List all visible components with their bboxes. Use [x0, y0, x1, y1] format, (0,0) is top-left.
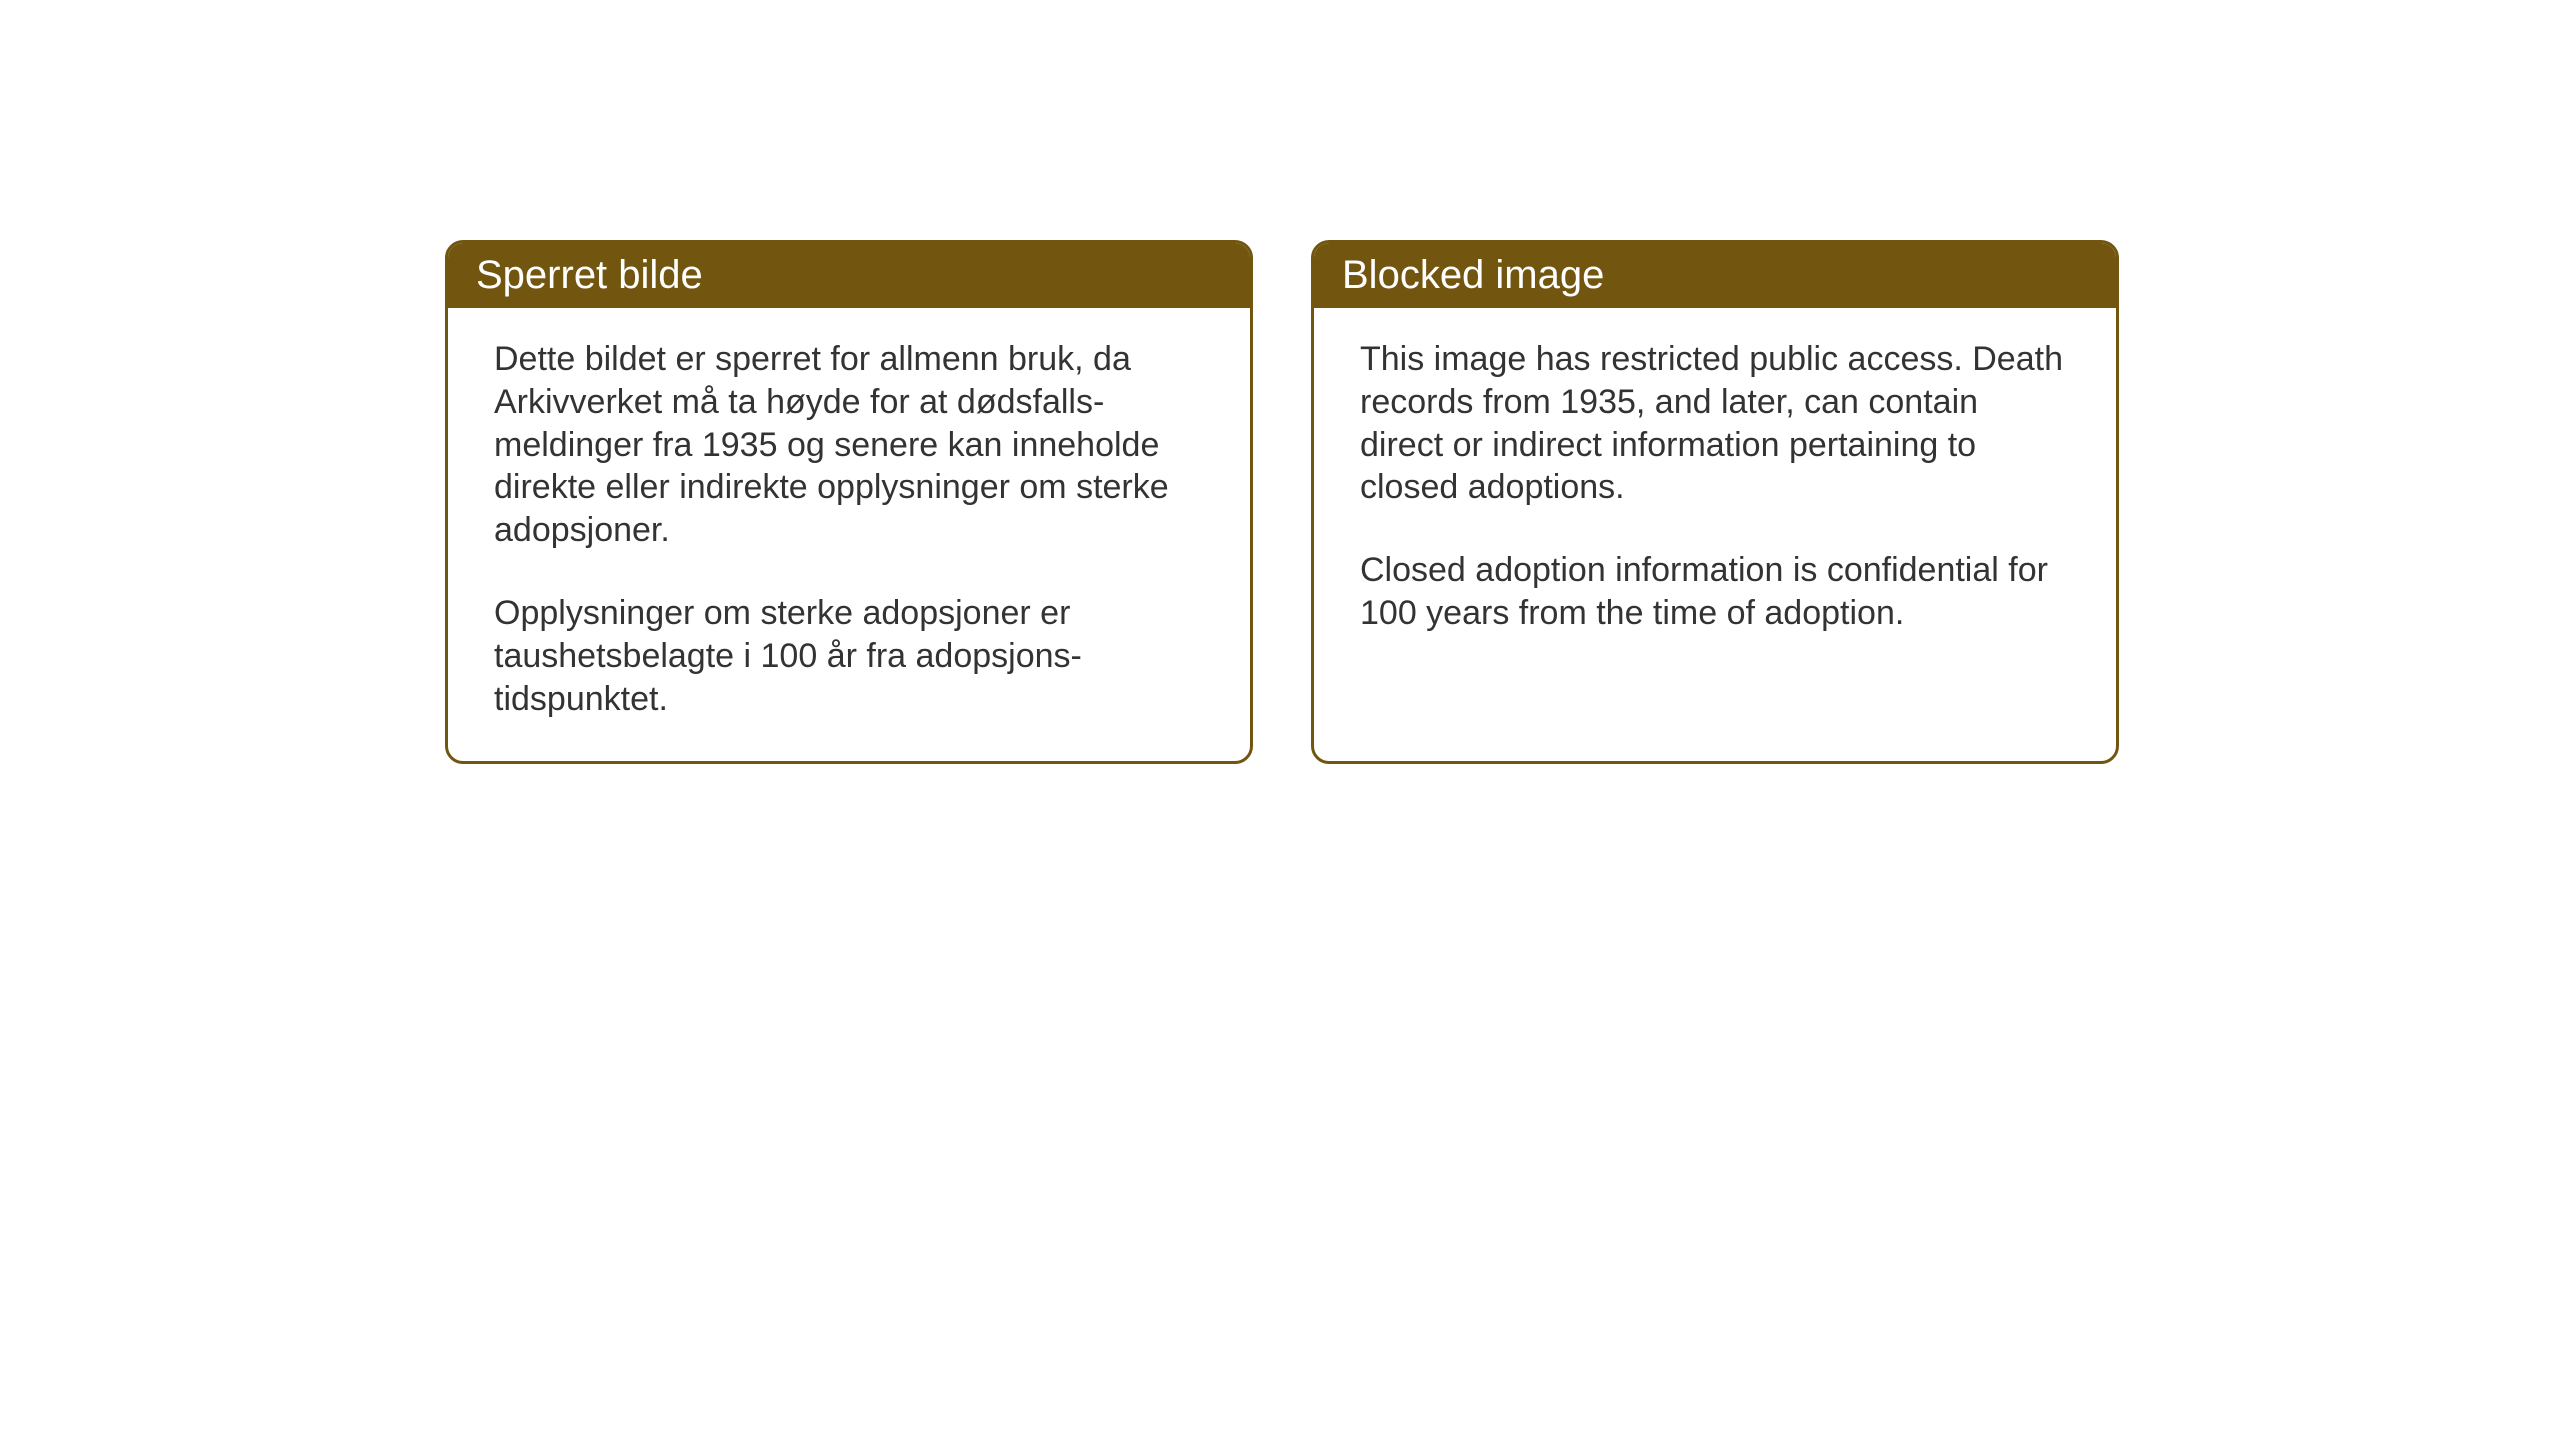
notice-title-english: Blocked image — [1314, 243, 2116, 308]
notice-title-norwegian: Sperret bilde — [448, 243, 1250, 308]
notice-body-english: This image has restricted public access.… — [1314, 308, 2116, 675]
notice-container: Sperret bilde Dette bildet er sperret fo… — [445, 240, 2119, 764]
notice-card-english: Blocked image This image has restricted … — [1311, 240, 2119, 764]
notice-paragraph-2-english: Closed adoption information is confident… — [1360, 549, 2070, 635]
notice-paragraph-2-norwegian: Opplysninger om sterke adopsjoner er tau… — [494, 592, 1204, 720]
notice-card-norwegian: Sperret bilde Dette bildet er sperret fo… — [445, 240, 1253, 764]
notice-paragraph-1-norwegian: Dette bildet er sperret for allmenn bruk… — [494, 338, 1204, 552]
notice-paragraph-1-english: This image has restricted public access.… — [1360, 338, 2070, 509]
notice-body-norwegian: Dette bildet er sperret for allmenn bruk… — [448, 308, 1250, 761]
